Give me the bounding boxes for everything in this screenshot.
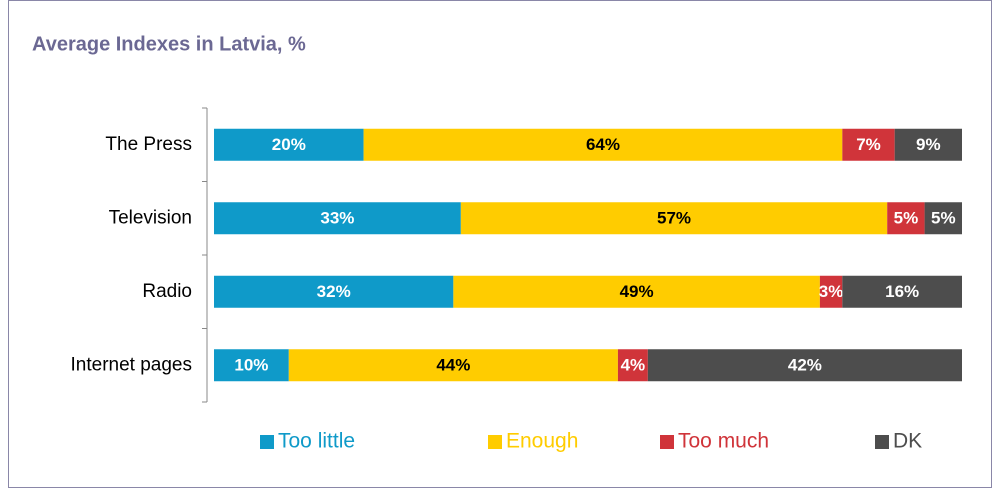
category-label: The Press [105, 134, 192, 155]
bar-segment [214, 349, 289, 382]
data-label: 49% [620, 282, 654, 301]
data-label: 9% [916, 135, 941, 154]
legend-swatch [875, 435, 889, 449]
bar-segment [819, 275, 843, 308]
bar-segment [924, 202, 962, 235]
bar-segment [288, 349, 618, 382]
data-label: 33% [320, 209, 354, 228]
bar-segment [894, 128, 962, 161]
category-label: Television [109, 207, 192, 228]
legend-swatch [488, 435, 502, 449]
legend-label: DK [893, 430, 922, 453]
legend-label: Too much [678, 430, 769, 453]
bar-segment [647, 349, 962, 382]
data-label: 5% [894, 209, 919, 228]
legend-swatch [260, 435, 274, 449]
legend-label: Enough [506, 430, 578, 453]
data-label: 64% [586, 135, 620, 154]
data-label: 32% [317, 282, 351, 301]
bar-segment [617, 349, 648, 382]
bar-segment [842, 275, 962, 308]
bar-segment [460, 202, 888, 235]
data-label: 57% [657, 209, 691, 228]
chart-title: Average Indexes in Latvia, % [32, 33, 306, 55]
legend-swatch [660, 435, 674, 449]
data-label: 16% [885, 282, 919, 301]
bar-segment [214, 128, 364, 161]
data-label: 10% [234, 356, 268, 375]
bar-segment [453, 275, 820, 308]
legend-label: Too little [278, 430, 355, 453]
bar-segment [363, 128, 843, 161]
data-label: 20% [272, 135, 306, 154]
data-label: 4% [621, 356, 646, 375]
data-label: 42% [788, 356, 822, 375]
data-label: 7% [856, 135, 881, 154]
bar-segment [214, 202, 461, 235]
bar-segment [887, 202, 925, 235]
frame [8, 0, 992, 488]
category-label: Internet pages [71, 354, 192, 375]
data-label: 44% [436, 356, 470, 375]
bar-segment [214, 275, 454, 308]
category-label: Radio [142, 281, 192, 302]
data-label: 5% [931, 209, 956, 228]
bar-segment [842, 128, 895, 161]
data-label: 3% [819, 282, 844, 301]
